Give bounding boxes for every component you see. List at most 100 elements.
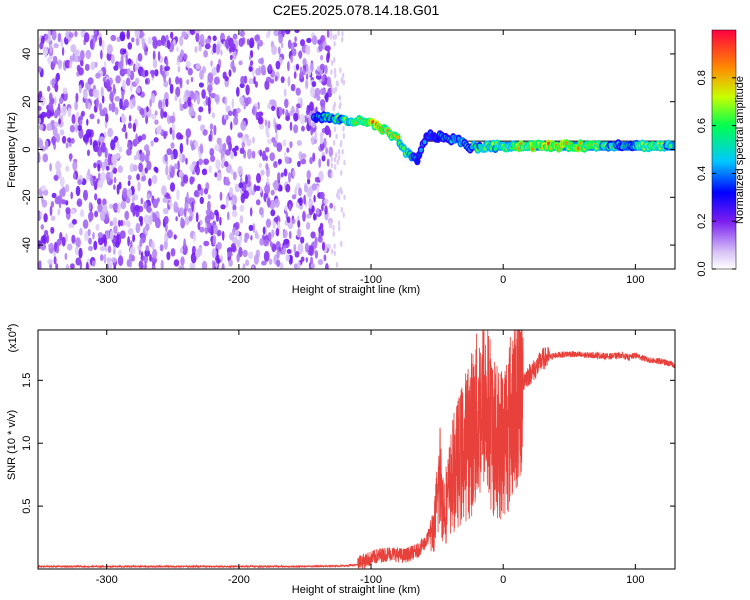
noise-mark <box>299 71 304 79</box>
spectrogram-signal-trace <box>311 111 675 166</box>
noise-mark <box>110 164 114 171</box>
noise-mark <box>283 238 290 245</box>
noise-mark <box>87 228 91 237</box>
noise-mark <box>221 230 225 241</box>
noise-mark <box>166 39 171 50</box>
noise-mark <box>314 130 318 140</box>
noise-mark <box>47 56 52 64</box>
noise-mark <box>106 44 113 55</box>
noise-mark <box>130 254 135 262</box>
noise-mark <box>170 153 174 161</box>
noise-mark <box>144 69 149 77</box>
noise-mark <box>274 198 280 208</box>
noise-mark <box>164 153 168 162</box>
noise-mark <box>212 35 217 42</box>
noise-mark <box>125 54 128 66</box>
noise-mark <box>113 176 117 184</box>
noise-mark <box>216 241 222 250</box>
noise-mark <box>72 218 77 225</box>
noise-mark <box>284 98 289 109</box>
noise-mark <box>199 226 205 233</box>
noise-mark <box>240 75 245 85</box>
noise-mark <box>242 263 246 269</box>
noise-mark <box>40 224 45 230</box>
noise-mark <box>247 251 254 259</box>
noise-mark <box>173 201 179 212</box>
noise-mark <box>248 66 253 72</box>
noise-mark <box>178 151 183 162</box>
noise-mark <box>169 115 176 124</box>
noise-mark <box>239 30 245 37</box>
noise-mark <box>198 158 204 166</box>
noise-mark <box>269 241 273 248</box>
noise-mark <box>190 76 194 83</box>
noise-mark <box>302 210 306 222</box>
noise-mark <box>139 152 145 163</box>
noise-mark <box>302 58 307 66</box>
noise-mark <box>284 30 291 35</box>
noise-mark <box>227 110 233 117</box>
noise-mark <box>183 238 187 250</box>
x-tick-label: -300 <box>96 274 118 286</box>
noise-mark <box>209 148 215 157</box>
noise-mark <box>154 110 158 116</box>
noise-mark <box>191 111 196 117</box>
noise-mark <box>138 31 145 38</box>
snr-y-ticks: 0.5 1.0 1.5 <box>21 373 675 514</box>
signal-mark <box>493 146 498 152</box>
noise-mark <box>330 172 333 179</box>
noise-mark <box>190 142 195 151</box>
noise-mark <box>143 254 149 264</box>
noise-mark <box>216 63 220 73</box>
noise-mark <box>98 236 104 246</box>
noise-mark <box>141 133 147 141</box>
noise-mark <box>319 88 326 96</box>
noise-mark <box>195 212 199 223</box>
noise-mark <box>165 165 169 176</box>
noise-mark <box>184 216 190 226</box>
noise-mark <box>306 222 311 230</box>
noise-mark <box>147 205 152 214</box>
noise-mark <box>332 231 335 237</box>
noise-mark <box>321 75 325 83</box>
y-tick-label: -40 <box>21 237 33 253</box>
noise-mark <box>75 257 82 266</box>
noise-mark <box>154 119 159 125</box>
noise-mark <box>127 42 133 50</box>
snr-line <box>38 330 675 569</box>
noise-mark <box>333 40 336 47</box>
noise-mark <box>76 198 83 208</box>
noise-mark <box>251 190 255 196</box>
noise-mark <box>163 215 169 225</box>
noise-mark <box>118 146 123 153</box>
noise-mark <box>239 96 245 104</box>
noise-mark <box>267 102 272 110</box>
noise-mark <box>145 78 148 85</box>
snr-series <box>38 330 675 569</box>
noise-mark <box>339 141 342 148</box>
noise-mark <box>127 142 131 149</box>
noise-mark <box>160 108 165 119</box>
noise-mark <box>306 109 310 116</box>
noise-mark <box>154 167 159 174</box>
noise-mark <box>251 150 256 159</box>
noise-mark <box>140 197 144 205</box>
noise-mark <box>278 33 283 44</box>
noise-mark <box>342 72 345 79</box>
noise-mark <box>46 109 52 119</box>
noise-mark <box>70 44 77 53</box>
noise-mark <box>67 107 72 118</box>
noise-mark <box>222 142 227 152</box>
noise-mark <box>111 154 117 165</box>
noise-mark <box>101 39 105 51</box>
noise-mark <box>211 112 215 119</box>
noise-mark <box>83 189 88 201</box>
noise-mark <box>73 55 80 63</box>
x-tick-label: 0 <box>500 274 506 286</box>
noise-mark <box>253 184 257 193</box>
noise-mark <box>316 184 320 194</box>
noise-mark <box>246 138 252 147</box>
noise-mark <box>317 259 324 265</box>
noise-mark <box>242 249 248 258</box>
